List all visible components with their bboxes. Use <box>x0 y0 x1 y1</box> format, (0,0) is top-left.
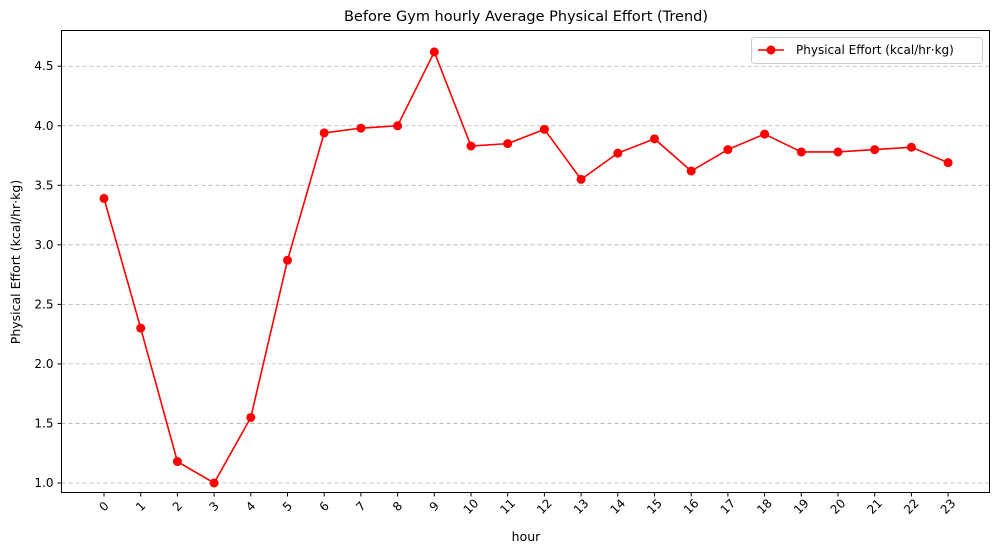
y-grid <box>61 65 990 484</box>
x-tick-label: 0 <box>96 499 111 514</box>
legend-label: Physical Effort (kcal/hr·kg) <box>796 43 954 57</box>
x-tick-label: 14 <box>607 496 628 517</box>
data-point <box>833 147 843 157</box>
legend-frame <box>751 37 983 64</box>
x-tick-label: 19 <box>791 496 812 517</box>
data-point <box>906 142 916 152</box>
x-tick-label: 2 <box>170 499 185 514</box>
x-tick-label: 8 <box>390 499 405 514</box>
x-axis: 0 1 2 3 4 5 6 7 8 9 10 11 12 13 14 15 16 17 18 19 20 21 22 23 <box>96 492 959 517</box>
data-point <box>503 139 513 149</box>
y-axis-label: Physical Effort (kcal/hr·kg) <box>8 180 23 344</box>
y-tick-label: 3.0 <box>34 238 53 252</box>
legend-marker <box>766 45 776 55</box>
data-point <box>429 47 439 57</box>
data-point <box>246 412 256 422</box>
data-point <box>136 323 146 333</box>
data-point <box>723 145 733 155</box>
y-tick-label: 4.5 <box>34 59 53 73</box>
data-point <box>319 128 329 138</box>
data-point <box>393 121 403 131</box>
data-point <box>686 166 696 176</box>
x-tick-label: 12 <box>534 496 555 517</box>
x-tick-label: 22 <box>901 496 922 517</box>
y-tick-label: 2.0 <box>34 357 53 371</box>
data-point <box>650 134 659 144</box>
data-point <box>870 145 880 155</box>
x-tick-label: 7 <box>353 499 368 514</box>
y-axis: 1.0 1.5 2.0 2.5 3.0 3.5 4.0 4.5 <box>34 59 62 490</box>
data-point <box>209 478 219 488</box>
data-point <box>283 255 292 265</box>
legend: Physical Effort (kcal/hr·kg) <box>751 37 983 64</box>
data-point <box>356 123 366 133</box>
x-tick-label: 17 <box>718 496 739 517</box>
data-point <box>760 129 770 139</box>
x-tick-label: 16 <box>681 496 702 517</box>
data-point <box>796 147 806 157</box>
data-point <box>613 148 623 158</box>
x-tick-label: 23 <box>938 496 959 517</box>
data-point <box>172 457 182 467</box>
plot-frame <box>61 30 990 493</box>
x-tick-label: 20 <box>828 496 849 517</box>
data-point <box>539 124 549 134</box>
x-tick-label: 11 <box>497 496 518 517</box>
x-tick-label: 21 <box>864 496 885 517</box>
x-tick-label: 4 <box>243 499 258 514</box>
y-tick-label: 1.5 <box>34 416 53 430</box>
x-tick-label: 9 <box>427 499 442 514</box>
series-line <box>103 49 949 485</box>
x-tick-label: 3 <box>206 499 221 514</box>
x-tick-label: 15 <box>644 496 665 517</box>
data-point <box>99 193 109 203</box>
data-point <box>466 141 476 151</box>
data-point <box>576 174 586 184</box>
y-tick-label: 3.5 <box>34 178 53 192</box>
x-tick-label: 1 <box>133 499 148 514</box>
y-tick-label: 4.0 <box>34 119 53 133</box>
x-axis-label: hour <box>512 529 541 544</box>
x-tick-label: 18 <box>754 496 775 517</box>
x-tick-label: 10 <box>461 496 482 517</box>
series-points <box>99 47 953 488</box>
y-tick-label: 1.0 <box>34 476 53 490</box>
data-point <box>943 158 953 168</box>
x-tick-label: 5 <box>280 499 295 514</box>
chart-title: Before Gym hourly Average Physical Effor… <box>344 9 708 25</box>
y-tick-label: 2.5 <box>34 297 53 311</box>
x-tick-label: 6 <box>317 499 332 514</box>
x-tick-label: 13 <box>571 496 592 517</box>
